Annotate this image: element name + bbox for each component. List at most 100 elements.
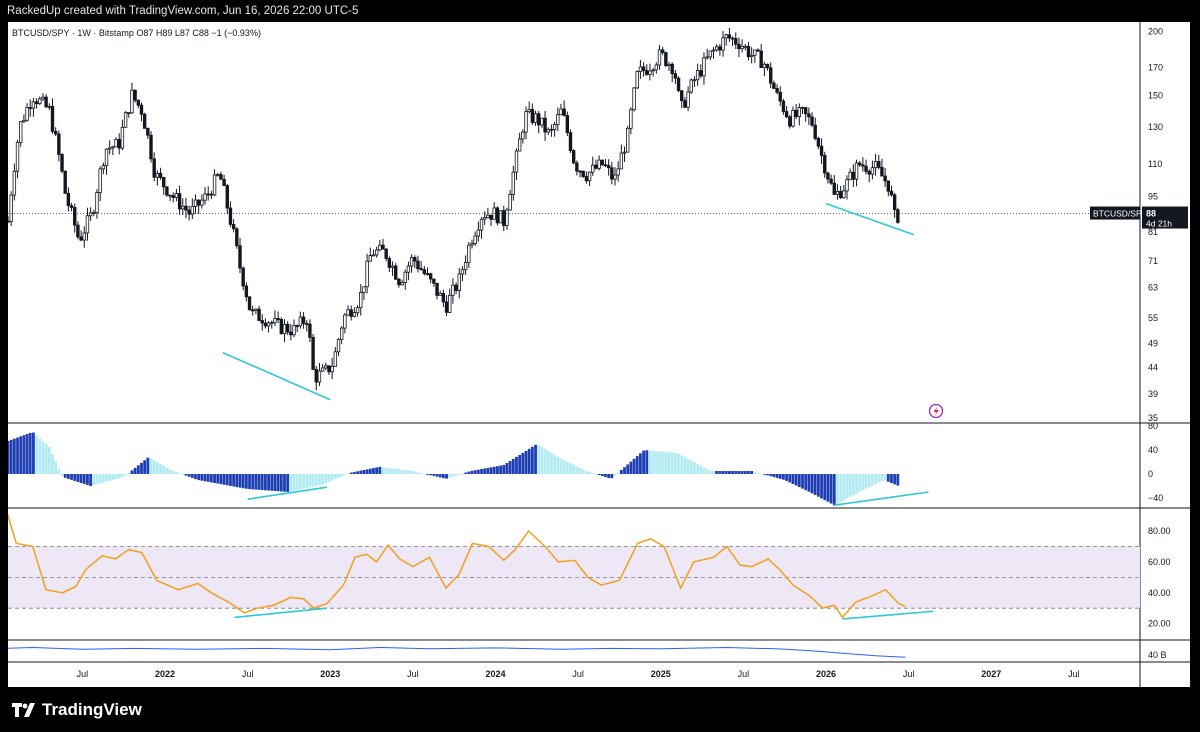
candle-body xyxy=(676,77,681,92)
histogram-bar xyxy=(607,474,611,478)
tradingview-logo[interactable]: TradingView xyxy=(12,699,142,721)
candle-body xyxy=(819,145,824,156)
histogram-bar xyxy=(893,474,897,485)
candle-body xyxy=(349,309,353,317)
candle-body xyxy=(606,165,611,169)
histogram-bar xyxy=(60,474,64,476)
candle-body xyxy=(794,109,798,118)
histogram-bar xyxy=(441,474,445,479)
candle-body xyxy=(591,164,595,173)
histogram-bar xyxy=(140,462,143,474)
histogram-bar xyxy=(721,471,725,474)
candle-body xyxy=(371,254,376,257)
candle-body xyxy=(403,271,407,283)
histogram-bar xyxy=(394,468,398,474)
candle-body xyxy=(635,71,639,89)
candle-body xyxy=(273,318,277,323)
price-tick-label: 55 xyxy=(1148,313,1158,323)
candle-body xyxy=(610,167,614,180)
histogram-bar xyxy=(473,470,477,474)
histogram-bar xyxy=(146,457,150,474)
candle-body xyxy=(142,113,147,129)
histogram-bar xyxy=(724,471,728,474)
histogram-bar xyxy=(260,474,264,491)
histogram-bar xyxy=(86,474,89,485)
histogram-bar xyxy=(791,474,795,484)
histogram-bar xyxy=(270,474,274,491)
histogram-bar xyxy=(731,471,734,474)
histogram-bar xyxy=(66,474,70,479)
histogram-bar xyxy=(454,474,458,476)
candle-body xyxy=(813,124,817,139)
candle-body xyxy=(626,127,630,153)
candle-body xyxy=(428,273,433,280)
histogram-bar xyxy=(47,447,51,474)
candle-body xyxy=(381,244,385,250)
candle-body xyxy=(683,100,687,108)
candle-body xyxy=(873,161,878,169)
histogram-bar xyxy=(492,466,496,474)
candle-body xyxy=(31,101,36,109)
histogram-bar xyxy=(356,471,359,474)
candle-body xyxy=(559,108,563,116)
histogram-bar xyxy=(311,474,315,487)
histogram-bar xyxy=(35,435,39,474)
histogram-bar xyxy=(616,472,620,474)
candle-body xyxy=(152,158,156,178)
candle-body xyxy=(803,107,808,115)
candle-body xyxy=(298,316,303,327)
candle-body xyxy=(355,307,360,314)
candle-body xyxy=(851,171,856,180)
histogram-bar xyxy=(515,456,518,474)
candle-body xyxy=(79,236,83,241)
x-tick-label: Jul xyxy=(242,669,254,679)
alert-icon-ring xyxy=(928,403,944,419)
histogram-bar xyxy=(489,467,493,474)
histogram-bar xyxy=(349,472,353,474)
histogram-bar xyxy=(772,474,776,478)
x-tick-label: 2026 xyxy=(816,669,836,679)
histogram-bar xyxy=(518,454,522,474)
candle-body xyxy=(241,267,245,287)
histogram-bar xyxy=(273,474,277,491)
x-tick-label: Jul xyxy=(903,669,915,679)
candle-body xyxy=(505,209,509,226)
histogram-bar xyxy=(670,452,674,474)
x-tick-label: 2025 xyxy=(651,669,671,679)
candle-body xyxy=(800,107,805,109)
candle-body xyxy=(680,90,684,102)
histogram-bar xyxy=(804,474,808,491)
histogram-bar xyxy=(222,474,226,485)
histogram-bar xyxy=(375,467,379,474)
candle-body xyxy=(660,49,665,53)
histogram-bar xyxy=(842,474,846,501)
histogram-bar xyxy=(496,466,499,474)
x-tick-label: Jul xyxy=(1068,669,1080,679)
volume-tick-label: 40 B xyxy=(1148,650,1167,660)
histogram-bar xyxy=(886,474,890,482)
histogram-bar xyxy=(225,474,229,486)
histogram-bar xyxy=(79,474,83,483)
histogram-bar xyxy=(9,439,13,474)
x-tick-label: 2022 xyxy=(155,669,175,679)
histogram-bar xyxy=(470,470,474,474)
chart-svg[interactable]: 200 170 150 130 110 95 81 71 63 55 49 44 39 35 BTCUSD/… xyxy=(2,22,1190,687)
candle-body xyxy=(448,294,452,313)
candle-body xyxy=(22,119,26,123)
histogram-bar xyxy=(550,452,553,474)
histogram-bar xyxy=(187,474,191,477)
histogram-tick-label: 0 xyxy=(1148,469,1153,479)
histogram-bar xyxy=(302,474,305,489)
histogram-bar xyxy=(759,473,763,475)
histogram-bar xyxy=(794,474,798,486)
x-tick-label: Jul xyxy=(77,669,89,679)
histogram-bar xyxy=(874,474,877,484)
candle-body xyxy=(775,88,779,93)
histogram-bar xyxy=(403,470,407,474)
histogram-bar xyxy=(734,471,738,474)
histogram-bar xyxy=(476,469,480,474)
histogram-bar xyxy=(346,473,350,475)
candle-body xyxy=(568,132,573,152)
chart-area[interactable]: 200 170 150 130 110 95 81 71 63 55 49 44 39 35 BTCUSD/… xyxy=(2,22,1190,687)
histogram-bar xyxy=(715,471,719,474)
